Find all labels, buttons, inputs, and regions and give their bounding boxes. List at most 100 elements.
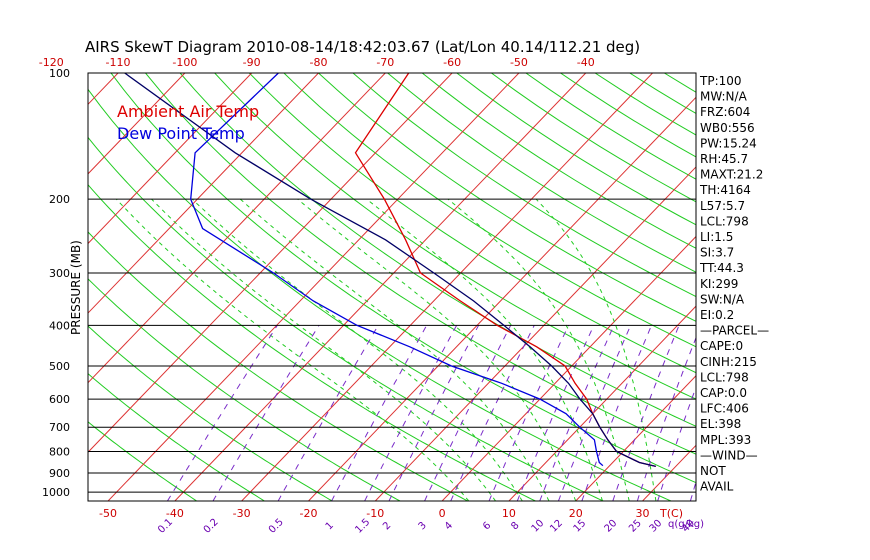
chart-title: AIRS SkewT Diagram 2010-08-14/18:42:03.6…: [85, 38, 640, 56]
mixing-ratio-line: [539, 325, 615, 501]
moist-adiabat-line: [191, 198, 523, 501]
pressure-tick-label: 600: [49, 393, 70, 406]
isotherm-line: [508, 305, 696, 501]
dry-adiabat-line: [88, 421, 197, 501]
isotherm-line: [0, 73, 51, 501]
moist-adiabat-line: [116, 198, 470, 501]
pressure-tick-label: 1000: [42, 486, 70, 499]
moist-adiabat-line: [535, 198, 657, 501]
stat-item: SW:N/A: [700, 292, 745, 306]
top-temperature-label: -120: [39, 56, 64, 69]
stat-item: KI:299: [700, 277, 738, 291]
mixing-ratio-line: [212, 325, 320, 501]
top-temperature-label: -40: [577, 56, 595, 69]
legend: Ambient Air Temp Dew Point Temp: [117, 102, 259, 143]
dry-adiabat-line: [88, 88, 672, 501]
mixing-ratio-line: [488, 325, 570, 501]
dry-adiabat-line: [88, 278, 401, 501]
x-axis-unit-label: T(C): [659, 507, 683, 520]
moist-adiabat-line: [447, 198, 630, 501]
dry-adiabat-line: [248, 73, 696, 374]
mixing-ratio-line: [277, 325, 379, 501]
stat-item: NOT: [700, 464, 726, 478]
mixing-ratio-label: 6: [481, 520, 493, 532]
y-axis-label: PRESSURE (MB): [69, 240, 83, 335]
stat-item: —WIND—: [700, 448, 758, 462]
dry-adiabat-line: [803, 73, 870, 501]
stat-item: LCL:798: [700, 214, 749, 228]
isotherm-line: [441, 235, 696, 501]
top-temperature-label: -70: [376, 56, 394, 69]
bottom-temperature-label: -10: [366, 507, 384, 520]
stat-item: CAP:0.0: [700, 386, 747, 400]
mixing-ratio-label: 1: [324, 520, 336, 532]
isotherm-line: [843, 73, 870, 501]
mixing-ratio-line: [581, 325, 653, 501]
stat-item: —PARCEL—: [700, 324, 769, 338]
top-temperature-labels: -120 -110 -100 -90 -80 -70 -60 -50 -40: [39, 56, 595, 69]
stat-item: L57:5.7: [700, 199, 745, 213]
mixing-ratio-line: [636, 336, 696, 501]
pressure-tick-label: 500: [49, 360, 70, 373]
stat-item: AVAIL: [700, 480, 734, 494]
moist-adiabat-line: [297, 198, 577, 501]
isotherm-line: [88, 73, 253, 245]
stat-item: EI:0.2: [700, 308, 734, 322]
dry-adiabat-line: [145, 73, 696, 455]
dry-adiabat-line: [525, 73, 696, 180]
dry-adiabat-line: [214, 73, 696, 400]
bottom-temperature-label: -20: [299, 507, 317, 520]
bottom-temperature-labels: -50 -40 -30 -20 -10 0 10 20 30: [99, 507, 649, 520]
mixing-ratio-label: 20: [603, 518, 620, 535]
bottom-temperature-label: 0: [439, 507, 446, 520]
profile-series: [124, 73, 656, 468]
moist-adiabat-line: [240, 198, 550, 501]
stat-item: CAPE:0: [700, 339, 743, 353]
pressure-tick-labels: 100 200 300 400 500 600 700 800 900 1000: [42, 67, 70, 499]
dry-adiabat-line: [837, 73, 870, 501]
stat-item: MPL:393: [700, 433, 751, 447]
mixing-ratio-label: 4: [443, 520, 455, 532]
dry-adiabat-line: [88, 325, 333, 501]
top-temperature-label: -60: [443, 56, 461, 69]
isotherm-line: [174, 73, 587, 501]
stat-item: MAXT:21.2: [700, 168, 763, 182]
mixing-ratio-label: 2: [381, 520, 393, 532]
isotherm-line: [308, 96, 696, 501]
top-temperature-label: -90: [243, 56, 261, 69]
stat-item: CINH:215: [700, 355, 757, 369]
stat-item: TT:44.3: [699, 261, 744, 275]
stat-item: TH:4164: [699, 183, 751, 197]
stat-item: WB0:556: [700, 121, 755, 135]
bottom-temperature-label: 20: [569, 507, 583, 520]
mixing-ratio-label: 12: [548, 518, 565, 535]
dry-adiabat-line: [88, 136, 604, 501]
stat-item: LI:1.5: [700, 230, 733, 244]
pressure-tick-label: 700: [49, 421, 70, 434]
dry-adiabat-line: [491, 73, 696, 203]
mixing-ratio-line: [424, 325, 512, 501]
isotherm-line: [107, 73, 520, 501]
stat-item: MW:N/A: [700, 90, 748, 104]
pressure-tick-label: 100: [49, 67, 70, 80]
bottom-temperature-label: 10: [502, 507, 516, 520]
isotherm-line: [88, 73, 386, 384]
dry-adiabat-line: [352, 73, 696, 298]
mixing-ratio-line: [388, 325, 480, 501]
top-temperature-label: -50: [510, 56, 528, 69]
top-temperature-label: -100: [172, 56, 197, 69]
stat-item: TP:100: [699, 74, 742, 88]
dry-adiabat-line: [421, 73, 696, 249]
series-line-dew-point-temp: [190, 73, 604, 467]
stat-item: LFC:406: [700, 402, 749, 416]
stat-item: SI:3.7: [700, 246, 734, 260]
isotherm-line: [88, 73, 453, 454]
dry-adiabat-line: [768, 73, 870, 501]
moist-adiabat-line: [366, 198, 603, 501]
isotherm-line: [374, 166, 696, 501]
isotherm-line: [88, 73, 186, 175]
mixing-ratio-label: 15: [572, 518, 589, 535]
bottom-temperature-label: 30: [636, 507, 650, 520]
bottom-temperature-label: -40: [166, 507, 184, 520]
stat-item: PW:15.24: [700, 136, 757, 150]
